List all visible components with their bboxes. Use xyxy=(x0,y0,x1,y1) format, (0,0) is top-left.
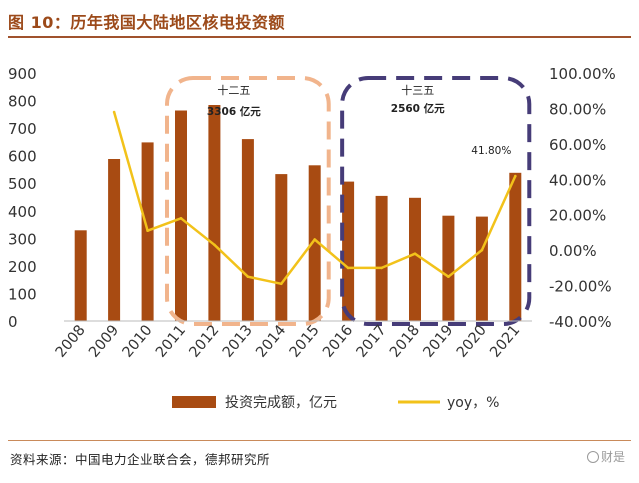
yoy-point-2015 xyxy=(313,238,317,241)
plan12-label: 十二五 xyxy=(217,83,250,97)
yoy-point-2017 xyxy=(380,266,383,270)
yoy-point-2013 xyxy=(246,275,250,279)
x-tick-2016: 2016 xyxy=(320,322,356,361)
legend-bar-label: 投资完成额，亿元 xyxy=(225,395,337,411)
bar-2013 xyxy=(241,139,254,321)
bar-2020 xyxy=(475,216,488,321)
figure-title: 图 10：历年我国大陆地区核电投资额 xyxy=(8,13,285,32)
y-left-tick-0: 0 xyxy=(8,313,18,331)
y-left-tick-200: 200 xyxy=(8,258,37,276)
x-tick-2018: 2018 xyxy=(387,322,423,361)
y-right-tick-5: 60.00% xyxy=(549,136,606,154)
x-tick-2017: 2017 xyxy=(354,322,390,361)
y-left-tick-900: 900 xyxy=(8,65,37,83)
y-right-tick-6: 80.00% xyxy=(549,100,606,118)
yoy-point-2010 xyxy=(146,229,149,232)
y-right-tick-1: -20.00% xyxy=(549,278,612,296)
bar-2008 xyxy=(74,230,87,321)
x-tick-2014: 2014 xyxy=(253,322,289,361)
bar-2012 xyxy=(208,105,221,321)
bar-2015 xyxy=(308,165,321,321)
x-tick-2008: 2008 xyxy=(53,322,89,361)
legend-bar-swatch xyxy=(172,396,216,408)
plan13-value: 2560 亿元 xyxy=(391,102,445,115)
bar-2016 xyxy=(342,181,355,321)
x-tick-2011: 2011 xyxy=(153,322,189,361)
y-right-tick-3: 20.00% xyxy=(549,207,606,225)
y-left-tick-400: 400 xyxy=(8,203,37,221)
bar-2019 xyxy=(442,215,455,321)
x-tick-2009: 2009 xyxy=(86,322,122,361)
bar-2014 xyxy=(275,174,288,321)
bar-2018 xyxy=(409,197,421,321)
yoy-last-label: 41.80% xyxy=(471,145,511,157)
yoy-point-2019 xyxy=(447,275,450,279)
y-right-tick-0: -40.00% xyxy=(549,313,612,331)
yoy-point-2016 xyxy=(346,266,350,270)
x-tick-2012: 2012 xyxy=(187,322,223,361)
y-left-tick-300: 300 xyxy=(8,230,37,248)
x-tick-2015: 2015 xyxy=(287,322,323,361)
y-left-tick-600: 600 xyxy=(8,148,37,166)
y-left-tick-800: 800 xyxy=(8,93,37,111)
watermark: 财是 xyxy=(586,448,625,465)
watermark-icon xyxy=(586,451,599,463)
plan12-box xyxy=(165,76,331,326)
x-tick-2021: 2021 xyxy=(487,322,523,361)
bar-2021 xyxy=(509,172,522,321)
plan12-value: 3306 亿元 xyxy=(207,105,261,118)
legend-line-label: yoy，% xyxy=(447,395,499,411)
plan13-label: 十三五 xyxy=(401,83,434,97)
y-right-tick-4: 40.00% xyxy=(549,171,606,189)
x-tick-2010: 2010 xyxy=(120,322,156,361)
figure-footer: 资料来源：中国电力企业联合会，德邦研究所 财是 xyxy=(8,440,631,467)
x-tick-2013: 2013 xyxy=(220,322,256,361)
figure-header: 图 10：历年我国大陆地区核电投资额 xyxy=(8,6,631,38)
yoy-point-2021 xyxy=(514,174,517,178)
yoy-point-2018 xyxy=(413,252,417,255)
x-tick-2019: 2019 xyxy=(421,322,457,361)
yoy-point-2014 xyxy=(280,282,283,286)
y-left-tick-500: 500 xyxy=(8,175,37,193)
y-left-tick-100: 100 xyxy=(8,285,37,303)
y-right-tick-7: 100.00% xyxy=(549,65,616,83)
source-note: 资料来源：中国电力企业联合会，德邦研究所 xyxy=(10,452,271,467)
yoy-point-2012 xyxy=(213,243,216,247)
yoy-point-2020 xyxy=(480,248,484,252)
bar-2017 xyxy=(375,195,388,321)
plan13-box xyxy=(340,76,532,326)
yoy-point-2011 xyxy=(179,217,183,220)
bar-2011 xyxy=(175,110,187,321)
bar-2009 xyxy=(108,159,121,321)
watermark-text: 财是 xyxy=(600,450,625,464)
yoy-point-2009 xyxy=(112,110,116,114)
y-right-tick-2: 0.00% xyxy=(549,242,597,260)
y-left-tick-700: 700 xyxy=(8,120,37,138)
x-tick-2020: 2020 xyxy=(454,322,490,361)
